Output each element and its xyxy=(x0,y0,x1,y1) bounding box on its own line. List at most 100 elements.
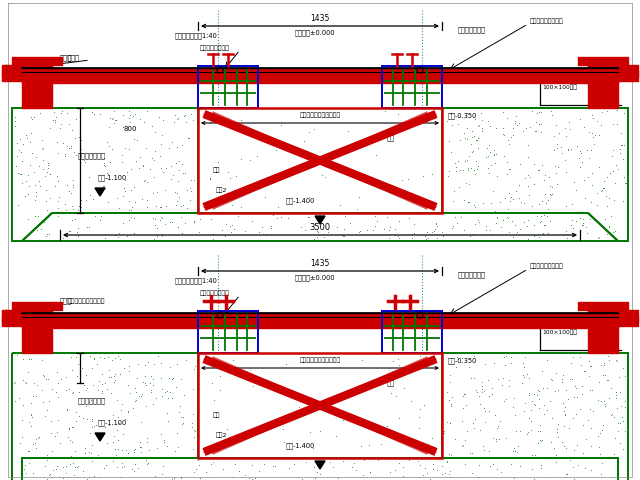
Point xyxy=(161,164,171,171)
Point xyxy=(610,179,620,186)
Point xyxy=(184,196,195,204)
Point xyxy=(602,202,612,210)
Point xyxy=(157,214,167,222)
Point xyxy=(620,372,630,380)
Point xyxy=(469,220,479,228)
Point xyxy=(573,461,583,469)
Point xyxy=(60,152,70,160)
Point xyxy=(107,477,117,480)
Point xyxy=(165,388,175,396)
Point xyxy=(592,189,602,197)
Point xyxy=(182,204,192,212)
Point xyxy=(74,388,84,396)
Point xyxy=(134,115,145,123)
Point xyxy=(552,386,563,394)
Point xyxy=(156,164,166,172)
Point xyxy=(175,473,186,480)
Point xyxy=(580,465,591,472)
Point xyxy=(604,394,614,402)
Text: 检查坑柱式基础: 检查坑柱式基础 xyxy=(78,398,106,404)
Point xyxy=(45,124,55,132)
Point xyxy=(578,449,588,456)
Point xyxy=(26,399,36,407)
Point xyxy=(579,367,589,375)
Point xyxy=(609,450,619,457)
Point xyxy=(586,146,596,154)
Point xyxy=(550,162,560,170)
Point xyxy=(47,116,58,124)
Point xyxy=(527,451,537,458)
Point xyxy=(529,232,540,240)
Point xyxy=(54,474,64,480)
Point xyxy=(45,418,56,425)
Point xyxy=(70,447,81,455)
Point xyxy=(547,190,557,198)
Point xyxy=(31,435,41,443)
Point xyxy=(568,463,579,470)
Point xyxy=(236,156,246,163)
Point xyxy=(561,470,572,478)
Point xyxy=(152,233,162,240)
Point xyxy=(67,423,77,431)
Point xyxy=(186,110,196,118)
Point xyxy=(552,121,562,129)
Bar xyxy=(198,311,258,353)
Point xyxy=(132,374,142,382)
Point xyxy=(89,110,99,118)
Point xyxy=(180,219,190,227)
Point xyxy=(64,227,74,234)
Point xyxy=(445,419,455,427)
Point xyxy=(482,144,492,152)
Point xyxy=(358,477,368,480)
Point xyxy=(585,362,595,370)
Point xyxy=(16,170,26,178)
Point xyxy=(493,422,504,430)
Point xyxy=(35,177,45,185)
Point xyxy=(95,110,105,118)
Point xyxy=(38,398,49,406)
Point xyxy=(598,184,608,192)
Bar xyxy=(198,108,442,213)
Point xyxy=(552,144,562,152)
Point xyxy=(587,386,597,394)
Point xyxy=(541,357,552,364)
Point xyxy=(499,353,509,361)
Point xyxy=(188,420,198,427)
Point xyxy=(568,414,579,422)
Point xyxy=(558,399,568,407)
Point xyxy=(533,427,543,435)
Point xyxy=(92,188,102,195)
Point xyxy=(10,163,20,170)
Point xyxy=(24,447,34,455)
Point xyxy=(613,420,623,427)
Point xyxy=(587,111,597,119)
Point xyxy=(467,127,477,135)
Point xyxy=(512,448,522,456)
Point xyxy=(388,190,398,198)
Point xyxy=(93,473,104,480)
Point xyxy=(490,207,500,215)
Point xyxy=(26,410,36,418)
Point xyxy=(387,358,397,365)
Point xyxy=(168,374,179,382)
Point xyxy=(609,413,619,421)
Text: 一撑杆: 一撑杆 xyxy=(60,55,72,61)
Point xyxy=(492,466,502,473)
Point xyxy=(104,158,115,166)
Point xyxy=(174,193,184,201)
Point xyxy=(515,160,525,168)
Point xyxy=(144,446,154,454)
Point xyxy=(569,446,579,454)
Point xyxy=(445,371,456,379)
Point xyxy=(515,428,525,435)
Point xyxy=(236,117,246,124)
Point xyxy=(596,108,607,116)
Point xyxy=(44,170,54,178)
Point xyxy=(414,413,424,420)
Point xyxy=(56,109,66,117)
Point xyxy=(524,153,534,161)
Point xyxy=(130,397,140,405)
Point xyxy=(442,172,452,180)
Point xyxy=(76,136,86,144)
Point xyxy=(64,120,74,128)
